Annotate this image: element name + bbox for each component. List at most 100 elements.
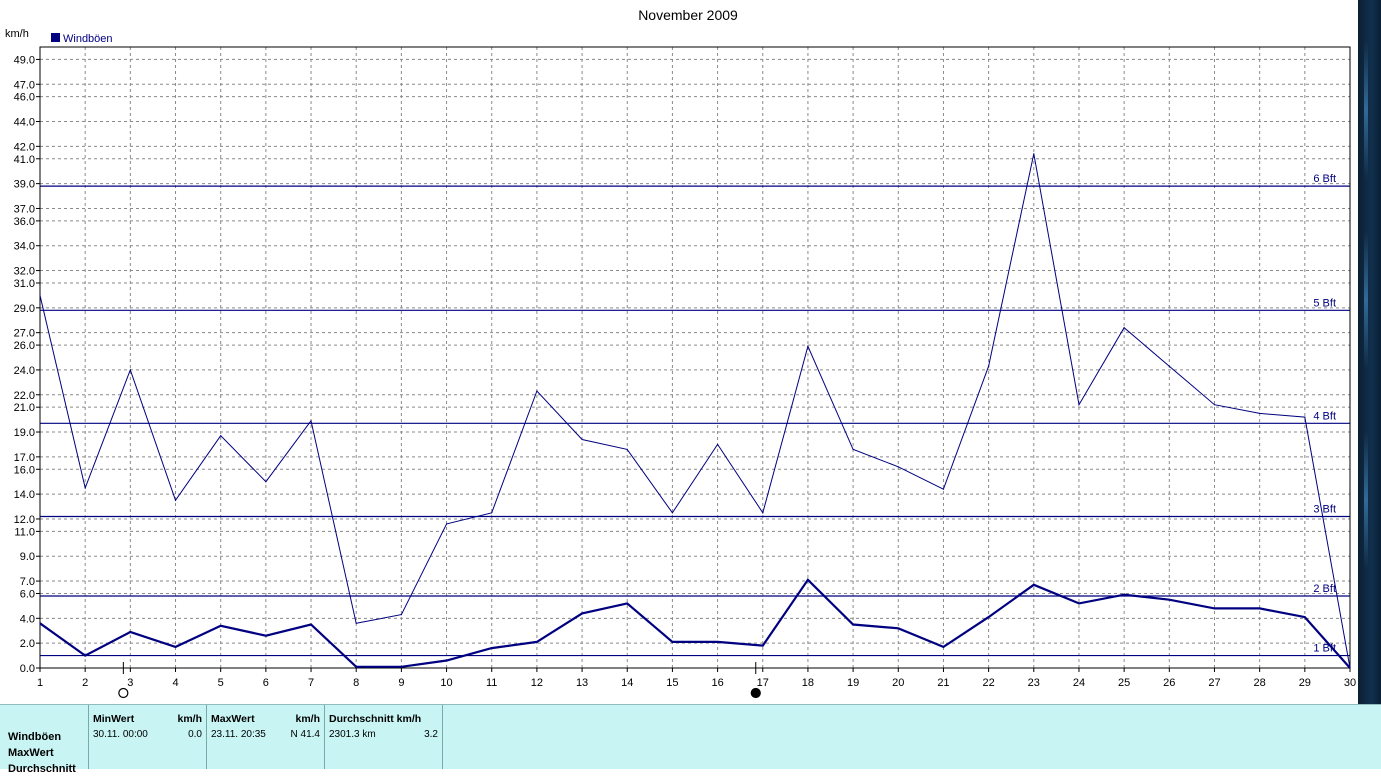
data-point-average bbox=[1078, 602, 1080, 605]
data-point-max bbox=[355, 622, 357, 624]
legend-label: Windböen bbox=[63, 33, 113, 45]
x-tick-label: 8 bbox=[353, 677, 359, 689]
x-tick-label: 22 bbox=[982, 677, 994, 689]
full-moon-icon bbox=[118, 687, 129, 699]
x-tick-label: 17 bbox=[757, 677, 769, 689]
legend-swatch bbox=[51, 33, 60, 42]
data-point-max bbox=[220, 435, 222, 437]
data-point-average bbox=[265, 635, 267, 637]
max-header: MaxWert bbox=[211, 713, 255, 725]
data-point-average bbox=[671, 641, 674, 643]
average-value-box: Durchschnitt km/h 2301.3 km 3.2 bbox=[324, 705, 443, 769]
data-point-max bbox=[310, 420, 312, 422]
bft-label: 6 Bft bbox=[1313, 173, 1336, 185]
y-tick-label: 39.0 bbox=[14, 179, 35, 191]
stats-row-labels: Windböen MaxWert Durchschnitt bbox=[8, 729, 76, 777]
data-point-max bbox=[536, 390, 538, 392]
y-tick-label: 4.0 bbox=[20, 613, 35, 625]
y-tick-label: 11.0 bbox=[14, 526, 35, 538]
x-tick-label: 14 bbox=[621, 677, 633, 689]
y-tick-label: 26.0 bbox=[14, 340, 35, 352]
y-tick-label: 34.0 bbox=[14, 241, 35, 253]
row-label-maxwert: MaxWert bbox=[8, 747, 54, 759]
row-label-durchschnitt: Durchschnitt bbox=[8, 763, 76, 775]
data-point-average bbox=[310, 623, 312, 626]
x-tick-label: 5 bbox=[218, 677, 224, 689]
data-point-max bbox=[491, 512, 493, 514]
data-point-max bbox=[1168, 365, 1170, 367]
desktop-edge-strip bbox=[1358, 0, 1381, 706]
x-tick-label: 26 bbox=[1163, 677, 1175, 689]
y-tick-label: 7.0 bbox=[20, 576, 35, 588]
x-tick-label: 2 bbox=[82, 677, 88, 689]
y-tick-label: 32.0 bbox=[14, 266, 35, 278]
data-point-max bbox=[897, 466, 899, 468]
x-axis-ticks: 1 2 3 4 5 6 7 8 9 10 11 12 13 14 15 16 17 18 19 20 21 22 23 24 2… bbox=[37, 668, 1356, 689]
min-when: 30.11. 00:00 bbox=[93, 729, 148, 740]
y-tick-label: 14.0 bbox=[14, 489, 35, 501]
y-tick-label: 47.0 bbox=[14, 79, 35, 91]
data-point-average bbox=[1213, 607, 1216, 609]
y-tick-label: 24.0 bbox=[14, 365, 35, 377]
data-point-max bbox=[1304, 416, 1306, 418]
min-unit: km/h bbox=[177, 713, 202, 725]
x-tick-label: 4 bbox=[172, 677, 178, 689]
y-tick-label: 22.0 bbox=[14, 390, 35, 402]
x-tick-label: 3 bbox=[127, 677, 133, 689]
data-point-max bbox=[39, 294, 41, 296]
data-point-average bbox=[174, 646, 177, 648]
x-tick-label: 30 bbox=[1344, 677, 1356, 689]
bft-label: 3 Bft bbox=[1313, 503, 1336, 515]
avg-distance: 2301.3 km bbox=[329, 729, 376, 740]
y-tick-label: 12.0 bbox=[14, 514, 35, 526]
data-point-max bbox=[400, 613, 402, 616]
data-point-average bbox=[491, 647, 493, 649]
min-value-box: MinWert km/h 30.11. 00:00 0.0 bbox=[88, 705, 207, 769]
data-point-max bbox=[852, 448, 854, 451]
data-point-max bbox=[716, 443, 719, 446]
x-tick-label: 16 bbox=[711, 677, 723, 689]
data-point-max bbox=[174, 499, 177, 501]
grid bbox=[40, 47, 1350, 668]
data-point-average bbox=[355, 666, 357, 668]
x-tick-label: 25 bbox=[1118, 677, 1130, 689]
data-point-max bbox=[445, 523, 448, 525]
data-point-average bbox=[445, 659, 448, 662]
min-header: MinWert bbox=[93, 713, 135, 725]
y-tick-label: 9.0 bbox=[20, 551, 35, 563]
statistics-panel: Windböen MaxWert Durchschnitt MinWert km/… bbox=[0, 704, 1381, 775]
x-tick-label: 1 bbox=[37, 677, 43, 689]
min-value: 0.0 bbox=[188, 729, 202, 740]
data-point-max bbox=[1078, 404, 1080, 406]
bft-label: 2 Bft bbox=[1313, 583, 1336, 595]
data-point-max bbox=[942, 488, 945, 490]
x-tick-label: 15 bbox=[666, 677, 678, 689]
x-tick-label: 23 bbox=[1028, 677, 1040, 689]
data-point-max bbox=[762, 512, 764, 514]
series-line-average bbox=[39, 578, 1351, 669]
max-value-box: MaxWert km/h 23.11. 20:35 N 41.4 bbox=[206, 705, 325, 769]
data-point-max bbox=[581, 438, 583, 441]
data-point-average bbox=[39, 622, 41, 624]
y-tick-label: 37.0 bbox=[14, 203, 35, 215]
y-axis-unit: km/h bbox=[5, 28, 29, 40]
data-point-average bbox=[716, 641, 719, 643]
data-point-average bbox=[220, 625, 222, 627]
y-tick-label: 46.0 bbox=[14, 92, 35, 104]
data-point-average bbox=[129, 631, 131, 633]
data-point-average bbox=[626, 602, 628, 605]
moon-phase-markers bbox=[118, 662, 761, 699]
y-tick-label: 21.0 bbox=[14, 402, 35, 414]
row-label-windboeen: Windböen bbox=[8, 731, 62, 743]
new-moon-icon bbox=[750, 687, 761, 699]
data-point-max bbox=[265, 481, 267, 483]
x-tick-label: 11 bbox=[486, 677, 497, 689]
data-point-max bbox=[807, 345, 809, 347]
series-layer bbox=[39, 153, 1351, 669]
avg-header: Durchschnitt km/h bbox=[329, 713, 422, 725]
data-point-average bbox=[536, 641, 538, 643]
y-tick-label: 42.0 bbox=[14, 141, 35, 153]
max-unit: km/h bbox=[295, 713, 320, 725]
data-point-average bbox=[400, 666, 402, 668]
y-tick-label: 41.0 bbox=[14, 154, 35, 166]
